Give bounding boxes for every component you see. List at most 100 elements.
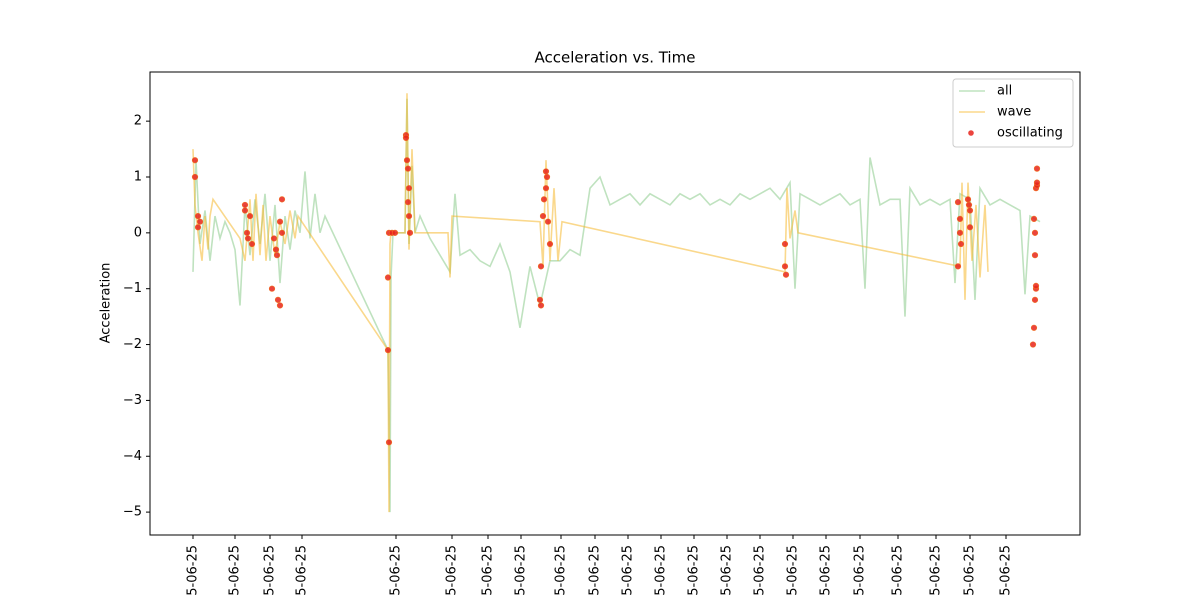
scatter-point [384,347,392,354]
chart-title: Acceleration vs. Time [535,49,696,67]
scatter-point [278,196,286,203]
plot-area [191,93,1041,513]
y-tick-label: 1 [134,169,142,184]
scatter-point [241,201,249,209]
scatter-point [1031,252,1039,259]
scatter-point [385,439,393,446]
x-tick-label: 5-06-25 [389,545,404,596]
scatter-point [404,165,412,172]
y-tick-label: −4 [123,449,142,464]
x-tick-label: 5-06-25 [554,545,569,596]
x-tick-label: 5-06-25 [228,545,243,596]
scatter-point [241,207,249,214]
scatter-point [539,212,547,220]
series-line [192,98,1041,513]
y-tick-label: −5 [123,505,142,520]
scatter-point [272,246,280,253]
x-tick-label: 5-06-25 [929,545,944,596]
scatter-point [391,229,399,236]
scatter-point [270,235,278,242]
scatter-point [956,215,964,222]
scatter-point [405,185,413,192]
x-tick-label: 5-06-25 [999,545,1014,596]
x-tick-label: 5-06-25 [819,545,834,596]
x-tick-label: 5-06-25 [963,545,978,596]
scatter-point [196,218,204,225]
scatter-point [957,240,965,248]
scatter-point [1030,324,1038,331]
scatter-point [276,302,284,309]
scatter-point [194,224,202,231]
scatter-point [544,218,552,225]
scatter-point [1031,229,1039,236]
y-tick-label: −3 [123,393,142,408]
scatter-point [540,196,548,203]
scatter-point [191,157,199,164]
scatter-point [273,252,281,259]
scatter-point [246,212,254,220]
scatter-point [1033,165,1041,172]
x-tick-label: 5-06-25 [786,545,801,596]
scatter-point [964,196,972,203]
scatter-point [781,263,789,270]
y-axis-label: Acceleration [99,263,114,344]
scatter-point [1032,282,1040,290]
plot-frame [149,71,1081,536]
scatter-point [402,134,410,142]
x-tick-label: 5-06-25 [481,545,496,596]
x-tick-label: 5-06-25 [588,545,603,596]
scatter-point [194,212,202,220]
legend-box [952,78,1074,148]
scatter-point [244,235,252,242]
x-tick-label: 5-06-25 [687,545,702,596]
scatter-point [537,302,545,309]
scatter-point [384,274,392,281]
scatter-point [404,199,412,206]
scatter-point [403,157,411,164]
legend-marker [968,130,974,136]
scatter-point [278,229,286,236]
scatter-point [276,218,284,225]
x-tick-label: 5-06-25 [753,545,768,596]
scatter-point [1029,341,1037,348]
scatter-point [536,296,544,303]
scatter-point [537,263,545,270]
scatter-point [956,229,964,236]
y-tick-label: −1 [123,281,142,296]
x-tick-label: 5-06-25 [445,545,460,596]
x-tick-label: 5-06-25 [891,545,906,596]
scatter-point [1033,179,1041,186]
scatter-point [546,240,554,248]
scatter-point [406,229,414,236]
y-tick-label: −2 [123,337,142,352]
scatter-point [781,240,789,248]
legend: all wave oscillating [952,78,1074,148]
x-tick-label: 5-06-25 [853,545,868,596]
scatter-point [954,263,962,270]
scatter-point [1031,296,1039,303]
x-tick-label: 5-06-25 [514,545,529,596]
scatter-point [782,271,790,278]
scatter-point [248,240,256,248]
x-tick-label: 5-06-25 [295,545,310,596]
scatter-point [243,229,251,236]
y-tick-label: 0 [134,225,142,240]
scatter-point [965,201,973,209]
scatter-point [191,173,199,181]
legend-label: oscillating [997,126,1063,141]
x-tick-label: 5-06-25 [263,545,278,596]
legend-label: wave [997,105,1031,120]
scatter-point [274,296,282,303]
x-tick-label: 5-06-25 [654,545,669,596]
scatter-point [954,199,962,206]
scatter-point [268,285,276,292]
x-tick-label: 5-06-25 [720,545,735,596]
y-tick-label: 2 [134,114,142,129]
scatter-point [543,173,551,181]
scatter-point [542,185,550,192]
scatter-point [405,212,413,220]
scatter-point [542,168,550,175]
scatter-point [1030,215,1038,222]
scatter-point [966,207,974,214]
